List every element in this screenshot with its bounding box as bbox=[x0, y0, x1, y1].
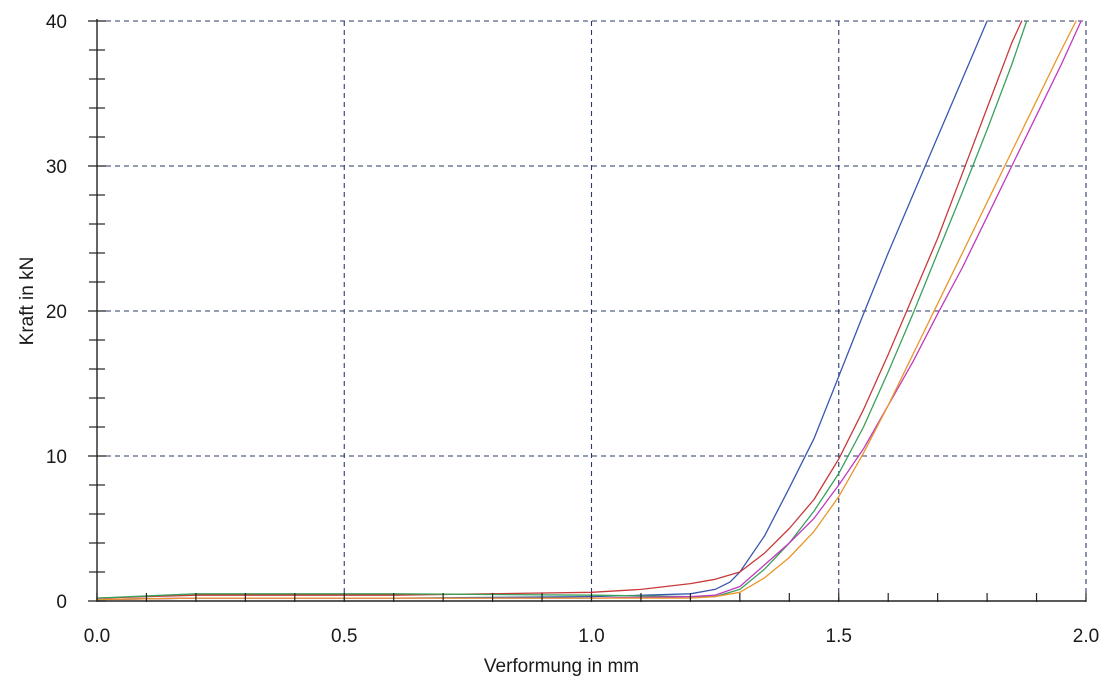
y-axis-label: Kraft in kN bbox=[17, 257, 38, 346]
series-line-2 bbox=[96, 20, 1023, 599]
series-line-3 bbox=[96, 20, 1028, 599]
x-tick-label: 0.0 bbox=[84, 626, 110, 647]
axes bbox=[88, 19, 1087, 602]
series-line-4 bbox=[96, 20, 1082, 601]
series-lines bbox=[96, 20, 1082, 601]
y-tick-label: 20 bbox=[46, 302, 67, 323]
y-tick-label: 10 bbox=[46, 447, 67, 468]
x-axis-label: Verformung in mm bbox=[484, 656, 639, 677]
series-line-5 bbox=[96, 20, 1077, 601]
x-tick-label: 2.0 bbox=[1073, 626, 1099, 647]
y-tick-label: 40 bbox=[46, 12, 67, 33]
y-tick-label: 30 bbox=[46, 157, 67, 178]
y-tick-label: 0 bbox=[56, 592, 67, 613]
series-line-1 bbox=[96, 20, 988, 601]
x-tick-label: 0.5 bbox=[331, 626, 357, 647]
grid-lines bbox=[97, 20, 1087, 601]
tick-labels: 0.0 0.5 1.0 1.5 2.0 0 10 20 30 40 bbox=[46, 12, 1099, 647]
x-tick-label: 1.0 bbox=[578, 626, 604, 647]
x-tick-label: 1.5 bbox=[826, 626, 852, 647]
